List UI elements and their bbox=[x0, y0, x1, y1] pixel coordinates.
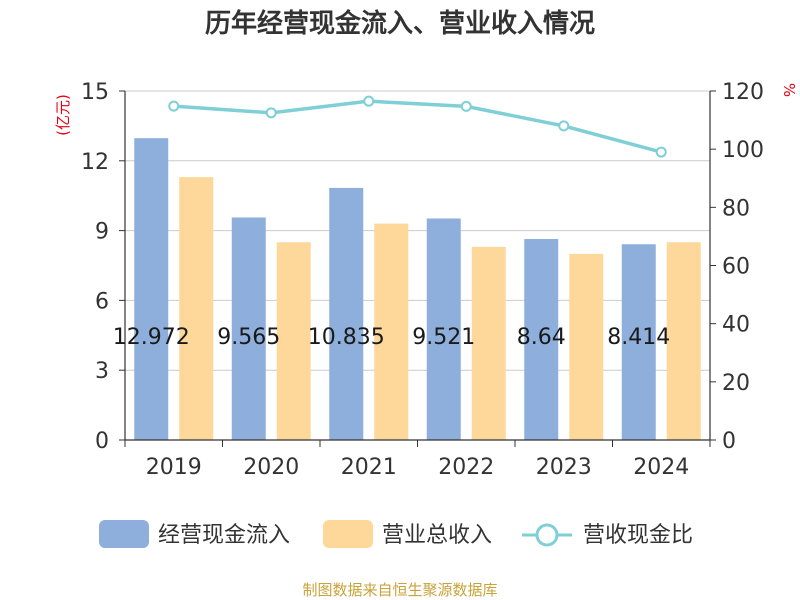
data-label-cash-inflow: 8.414 bbox=[607, 325, 670, 350]
grid-lines bbox=[125, 90, 710, 371]
ratio-line bbox=[168, 95, 667, 158]
right-axis-unit: % bbox=[780, 83, 798, 97]
bar-revenue bbox=[666, 242, 701, 440]
data-labels: 12.972 9.565 10.835 9.521 8.64 8.414 bbox=[113, 325, 670, 350]
ratio-line-path bbox=[173, 99, 662, 154]
axes: 0 3 6 9 12 15 0 20 40 60 80 100 120 2019 2020 2021 2022 2… bbox=[81, 80, 764, 480]
left-tick-label: 0 bbox=[95, 429, 109, 454]
legend-marker-ratio bbox=[535, 523, 559, 547]
bar-revenue bbox=[179, 177, 214, 440]
source-note: 制图数据来自恒生聚源数据库 bbox=[302, 581, 497, 599]
bar-cash-inflow bbox=[329, 187, 364, 440]
bar-revenue bbox=[276, 242, 311, 440]
right-tick-label: 40 bbox=[722, 313, 750, 338]
bars bbox=[134, 138, 701, 440]
legend: 经营现金流入 营业总收入 营收现金比 bbox=[99, 520, 693, 548]
x-tick-label: 2019 bbox=[146, 455, 202, 480]
bar-revenue bbox=[471, 246, 506, 440]
x-tick-label: 2021 bbox=[341, 455, 397, 480]
data-label-cash-inflow: 9.521 bbox=[412, 325, 475, 350]
left-tick-label: 3 bbox=[95, 359, 109, 384]
x-tick-label: 2022 bbox=[438, 455, 494, 480]
ratio-point bbox=[655, 146, 667, 158]
ratio-point bbox=[558, 120, 570, 132]
right-tick-label: 0 bbox=[722, 429, 736, 454]
bar-revenue bbox=[374, 223, 409, 440]
bar-cash-inflow bbox=[134, 138, 169, 440]
x-tick-label: 2024 bbox=[633, 455, 689, 480]
bar-cash-inflow bbox=[426, 218, 461, 440]
left-tick-label: 12 bbox=[81, 150, 109, 175]
data-label-cash-inflow: 8.64 bbox=[517, 325, 566, 350]
ratio-point bbox=[265, 107, 277, 119]
right-tick-label: 80 bbox=[722, 196, 750, 221]
legend-label-ratio: 营收现金比 bbox=[583, 523, 693, 548]
right-tick-label: 120 bbox=[722, 80, 764, 105]
ratio-point bbox=[460, 100, 472, 112]
data-label-cash-inflow: 10.835 bbox=[308, 325, 385, 350]
ratio-point bbox=[168, 100, 180, 112]
left-tick-label: 15 bbox=[81, 80, 109, 105]
legend-swatch-revenue bbox=[323, 520, 373, 548]
bar-cash-inflow bbox=[621, 244, 656, 440]
left-tick-label: 9 bbox=[95, 220, 109, 245]
right-tick-label: 100 bbox=[722, 138, 764, 163]
right-tick-label: 60 bbox=[722, 255, 750, 280]
legend-label-cash-inflow: 经营现金流入 bbox=[158, 523, 290, 548]
data-label-cash-inflow: 9.565 bbox=[217, 325, 280, 350]
ratio-point bbox=[363, 95, 375, 107]
data-label-cash-inflow: 12.972 bbox=[113, 325, 190, 350]
legend-label-revenue: 营业总收入 bbox=[382, 523, 492, 548]
bar-cash-inflow bbox=[231, 217, 266, 440]
bar-cash-inflow bbox=[524, 238, 559, 440]
chart-title: 历年经营现金流入、营业收入情况 bbox=[205, 8, 595, 39]
right-tick-label: 20 bbox=[722, 371, 750, 396]
left-axis-unit: (亿元) bbox=[54, 94, 72, 136]
x-tick-label: 2020 bbox=[243, 455, 299, 480]
x-tick-label: 2023 bbox=[536, 455, 592, 480]
legend-swatch-cash-inflow bbox=[99, 520, 149, 548]
bar-revenue bbox=[569, 253, 604, 440]
left-tick-label: 6 bbox=[95, 289, 109, 314]
